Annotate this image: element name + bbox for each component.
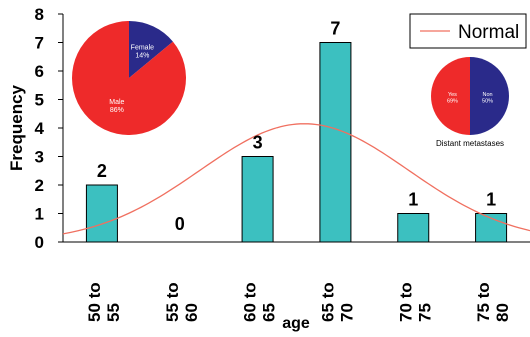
pie-slice-label: Male — [109, 99, 124, 106]
bar-value-label: 3 — [253, 133, 263, 153]
pie-slice-label: Non — [483, 92, 493, 98]
svg-text:65 to: 65 to — [318, 282, 337, 322]
x-tick-label: 55 to 60 — [163, 282, 201, 322]
legend: Normal — [409, 13, 527, 49]
y-axis-label: Frequency — [7, 84, 26, 171]
pie-slice-pct: 69% — [447, 99, 458, 105]
svg-text:55 to: 55 to — [163, 282, 182, 322]
pie-slice-non — [470, 57, 509, 135]
y-tick-label: 6 — [35, 62, 44, 81]
y-tick-label: 0 — [35, 233, 44, 252]
y-tick-label: 1 — [35, 205, 44, 224]
x-tick-label: 50 to 55 — [85, 282, 123, 322]
pie-slice-pct: 14% — [135, 53, 149, 60]
inset-pie-caption: Distant metastases — [436, 139, 504, 148]
bar-60-to-65 — [241, 156, 274, 243]
pie-slice-male — [72, 21, 186, 135]
x-tick-label: 65 to 70 — [318, 282, 356, 322]
y-tick-label: 5 — [35, 91, 44, 110]
pie-slice-label: Female — [131, 45, 154, 52]
bar-70-to-75 — [397, 213, 430, 243]
svg-text:75: 75 — [415, 303, 434, 322]
bar-value-label: 0 — [175, 214, 185, 234]
y-tick-label: 3 — [35, 148, 44, 167]
y-tick-label: 4 — [35, 119, 45, 138]
y-tick-label: 8 — [35, 5, 44, 24]
y-tick-label: 7 — [35, 34, 44, 53]
pie-slice-pct: 50% — [482, 99, 493, 105]
svg-text:60: 60 — [182, 303, 201, 322]
x-axis-label: age — [282, 315, 310, 332]
bar-50-to-55 — [85, 184, 118, 243]
bar-value-label: 2 — [97, 161, 107, 181]
svg-text:70: 70 — [337, 303, 356, 322]
svg-text:80: 80 — [493, 303, 512, 322]
bar-value-label: 1 — [486, 190, 496, 210]
pie-slice-label: Yes — [448, 92, 457, 98]
y-tick-label: 2 — [35, 176, 44, 195]
x-tick-label: 60 to 65 — [241, 282, 279, 322]
pie-slice-yes — [431, 57, 470, 135]
svg-text:50 to: 50 to — [85, 282, 104, 322]
pie-slice-pct: 86% — [110, 107, 124, 114]
bar-65-to-70 — [319, 42, 352, 243]
svg-text:60 to: 60 to — [241, 282, 260, 322]
svg-text:75 to: 75 to — [474, 282, 493, 322]
x-tick-label: 75 to 80 — [474, 282, 512, 322]
svg-text:65: 65 — [260, 303, 279, 322]
svg-text:55: 55 — [104, 303, 123, 322]
bar-value-label: 7 — [330, 19, 340, 39]
bar-value-label: 1 — [408, 190, 418, 210]
x-tick-label: 70 to 75 — [396, 282, 434, 322]
pie-slice-female — [129, 21, 173, 78]
svg-text:70 to: 70 to — [396, 282, 415, 322]
legend-normal-label: Normal — [458, 22, 519, 43]
normal-curve-line — [62, 123, 530, 235]
